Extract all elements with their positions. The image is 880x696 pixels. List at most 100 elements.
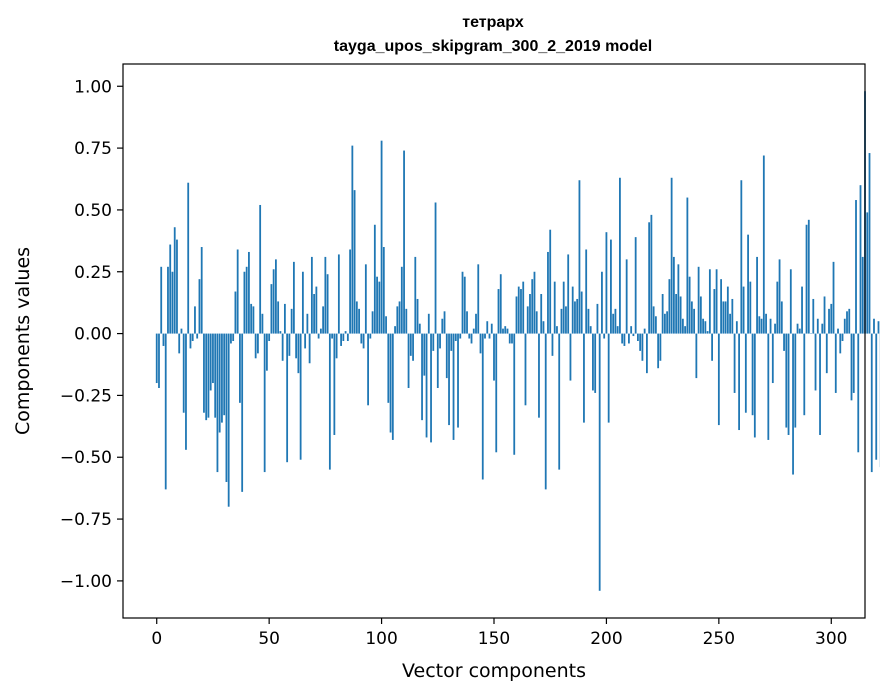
- bar-245: [706, 331, 709, 334]
- bar-50: [268, 333, 271, 341]
- bar-22: [205, 333, 208, 421]
- bar-253: [724, 301, 727, 334]
- bar-106: [394, 326, 396, 334]
- bar-240: [695, 333, 698, 379]
- bar-43: [252, 306, 255, 334]
- bar-90: [358, 308, 360, 334]
- bar-196: [596, 303, 599, 334]
- bar-132: [452, 333, 455, 440]
- bar-217: [643, 328, 646, 334]
- bar-41: [248, 251, 250, 334]
- bar-296: [821, 323, 824, 334]
- bar-86: [349, 249, 351, 334]
- bar-202: [610, 239, 612, 334]
- bar-277: [778, 259, 781, 334]
- bar-299: [828, 308, 830, 334]
- bar-302: [834, 333, 837, 393]
- bar-310: [852, 333, 855, 393]
- bar-44: [254, 333, 257, 359]
- bar-286: [798, 328, 801, 334]
- bar-268: [758, 316, 761, 334]
- bar-53: [275, 259, 277, 334]
- bar-79: [333, 333, 336, 435]
- x-tick-label: 150: [478, 629, 510, 649]
- bar-233: [679, 296, 682, 334]
- bar-147: [486, 321, 489, 334]
- bar-102: [385, 316, 387, 334]
- bar-176: [551, 333, 554, 356]
- bar-182: [565, 306, 567, 334]
- bar-131: [450, 333, 453, 351]
- bar-305: [841, 333, 844, 341]
- bar-177: [553, 281, 556, 334]
- bar-61: [292, 261, 295, 334]
- bar-282: [789, 269, 792, 334]
- bar-294: [816, 318, 819, 334]
- bar-213: [634, 237, 637, 334]
- bar-198: [601, 271, 603, 334]
- bar-309: [850, 333, 853, 401]
- bar-99: [378, 281, 381, 334]
- bar-154: [502, 328, 504, 334]
- bar-223: [657, 333, 660, 369]
- bar-30: [223, 333, 226, 416]
- bar-300: [830, 303, 833, 334]
- bar-275: [774, 323, 776, 334]
- bar-144: [479, 333, 482, 354]
- y-tick-label: −0.25: [60, 386, 112, 406]
- bar-284: [794, 333, 797, 428]
- y-tick-label: −1.00: [60, 572, 112, 592]
- bar-295: [819, 333, 821, 435]
- bar-64: [299, 333, 302, 460]
- bar-28: [218, 333, 221, 433]
- bar-318: [870, 333, 873, 473]
- bar-257: [733, 333, 736, 393]
- bar-197: [598, 333, 601, 591]
- bar-204: [614, 308, 617, 334]
- bar-69: [310, 256, 313, 334]
- bar-123: [432, 333, 435, 351]
- bar-244: [704, 321, 707, 334]
- bar-230: [672, 256, 675, 334]
- bar-304: [839, 333, 842, 354]
- bar-4: [164, 333, 167, 490]
- bar-104: [389, 333, 392, 433]
- bar-116: [416, 298, 419, 334]
- bar-214: [637, 333, 639, 341]
- bar-219: [648, 222, 651, 334]
- bar-93: [364, 264, 367, 334]
- bar-140: [470, 333, 473, 344]
- bar-7: [171, 271, 174, 334]
- bar-35: [234, 291, 237, 334]
- x-tick-label: 300: [815, 629, 847, 649]
- bar-32: [227, 333, 230, 507]
- bar-95: [369, 333, 372, 339]
- bar-56: [281, 333, 284, 361]
- bar-74: [322, 306, 325, 334]
- bar-40: [245, 266, 248, 334]
- bar-187: [576, 298, 579, 334]
- bar-63: [297, 333, 300, 374]
- bar-107: [396, 306, 399, 334]
- bar-92: [362, 333, 365, 349]
- bar-152: [497, 289, 500, 334]
- bar-12: [182, 333, 185, 413]
- bar-3: [162, 333, 165, 346]
- bar-164: [524, 333, 527, 406]
- bar-203: [612, 313, 615, 334]
- bar-73: [319, 328, 322, 334]
- bar-75: [324, 256, 327, 334]
- bar-183: [567, 254, 570, 334]
- bar-165: [526, 306, 529, 334]
- bar-259: [738, 333, 740, 431]
- bar-211: [630, 326, 633, 334]
- bar-210: [628, 333, 630, 344]
- bar-38: [241, 333, 244, 492]
- bar-221: [652, 306, 655, 334]
- bar-158: [511, 333, 513, 344]
- bar-139: [468, 333, 471, 339]
- bar-246: [708, 269, 711, 334]
- bar-285: [796, 323, 799, 334]
- bar-162: [520, 289, 522, 334]
